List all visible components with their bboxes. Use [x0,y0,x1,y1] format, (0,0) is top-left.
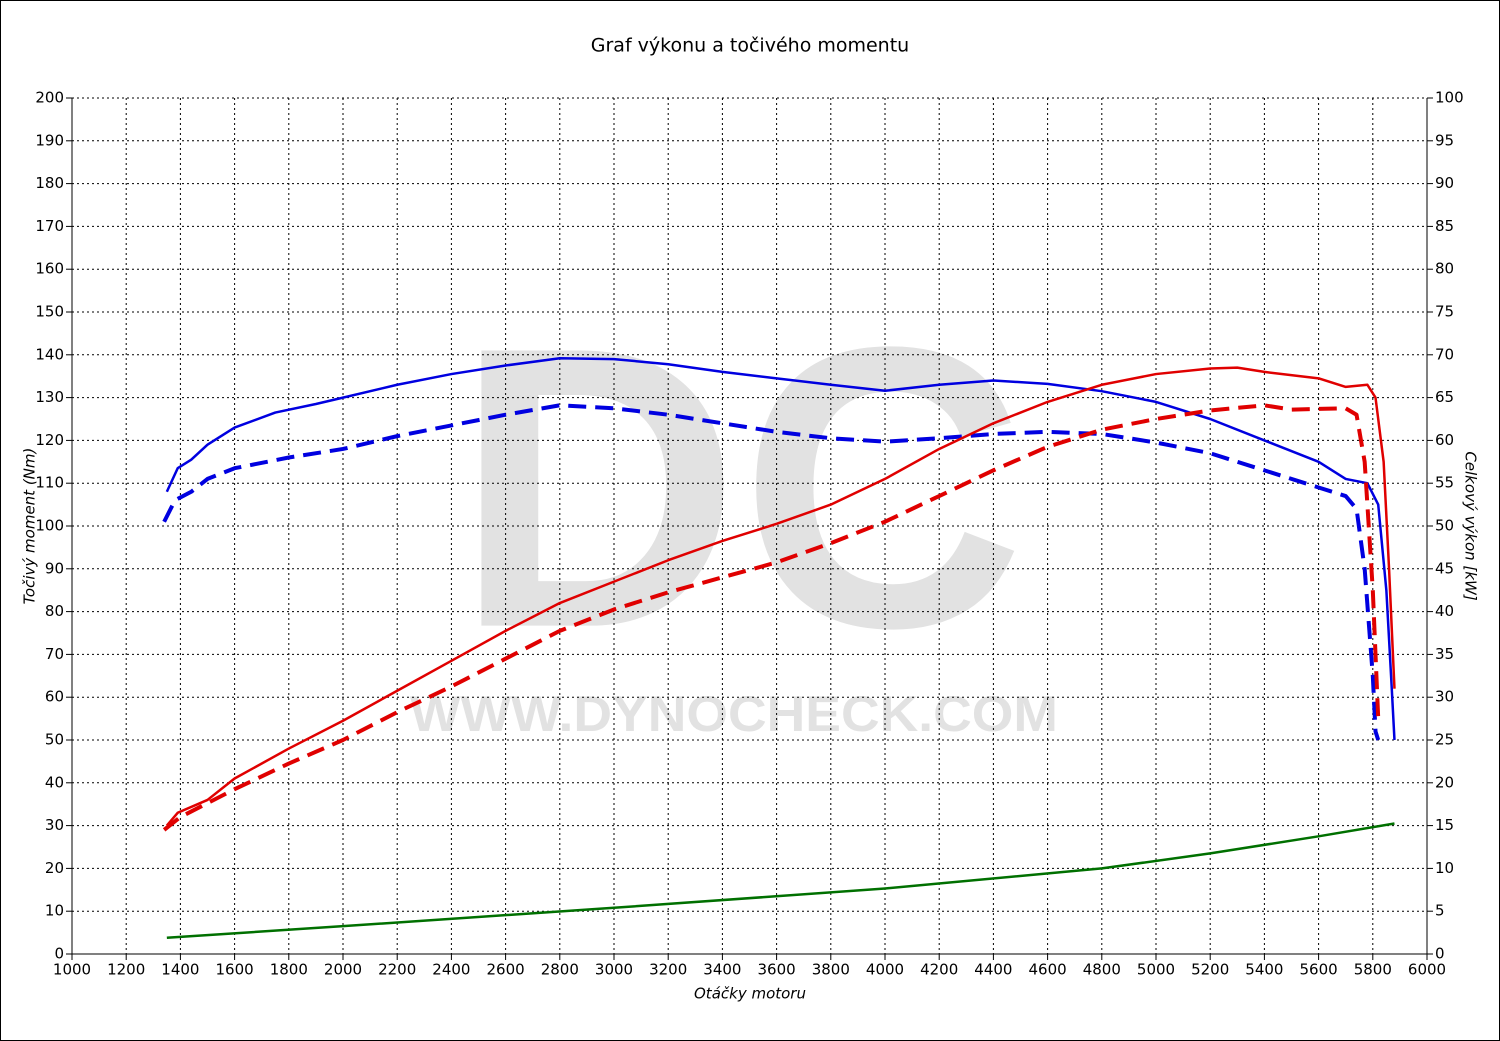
x-tick-label: 5800 [1354,961,1392,979]
watermark-url: WWW.DYNOCHECK.COM [410,686,1058,742]
x-tick-label: 2400 [432,961,470,979]
y-tick-label: 30 [45,816,64,834]
x-tick-label: 2600 [487,961,525,979]
y-tick-label: 170 [35,217,64,235]
x-tick-label: 2200 [378,961,416,979]
y-tick-label: 90 [45,559,64,577]
x-tick-label: 4800 [1083,961,1121,979]
y2-tick-label: 45 [1435,559,1454,577]
x-tick-label: 3800 [812,961,850,979]
y2-tick-label: 10 [1435,859,1454,877]
y2-tick-label: 35 [1435,645,1454,663]
y2-tick-label: 0 [1435,945,1445,963]
x-tick-label: 4200 [920,961,958,979]
x-axis-label: Otáčky motoru [694,985,806,1003]
y2-tick-label: 90 [1435,174,1454,192]
y2-tick-label: 20 [1435,773,1454,791]
x-tick-label: 1200 [107,961,145,979]
x-tick-label: 5200 [1191,961,1229,979]
y-tick-label: 60 [45,688,64,706]
y-tick-label: 100 [35,517,64,535]
y-tick-label: 50 [45,731,64,749]
y2-tick-label: 30 [1435,688,1454,706]
y2-tick-label: 60 [1435,431,1454,449]
y2-tick-label: 15 [1435,816,1454,834]
x-tick-label: 1000 [53,961,91,979]
x-tick-label: 2800 [541,961,579,979]
chart-title: Graf výkonu a točivého momentu [591,35,909,57]
y-tick-label: 200 [35,89,64,107]
y-tick-label: 0 [54,945,64,963]
y-axis-label: Točivý moment (Nm) [21,448,39,605]
y-tick-label: 150 [35,303,64,321]
y2-tick-label: 80 [1435,260,1454,278]
x-tick-label: 6000 [1408,961,1446,979]
y-tick-label: 120 [35,431,64,449]
y2-tick-label: 50 [1435,517,1454,535]
x-tick-label: 5000 [1137,961,1175,979]
x-tick-label: 1800 [270,961,308,979]
y-tick-label: 190 [35,131,64,149]
y2-tick-label: 100 [1435,89,1464,107]
y-tick-label: 160 [35,260,64,278]
x-tick-label: 3000 [595,961,633,979]
y2-tick-label: 75 [1435,303,1454,321]
x-tick-label: 2000 [324,961,362,979]
y2-tick-label: 25 [1435,731,1454,749]
y-tick-label: 110 [35,474,64,492]
x-tick-label: 3600 [758,961,796,979]
y-tick-label: 70 [45,645,64,663]
y2-tick-label: 40 [1435,602,1454,620]
x-tick-label: 3200 [649,961,687,979]
y2-tick-label: 55 [1435,474,1454,492]
y-tick-label: 130 [35,388,64,406]
y-tick-label: 80 [45,602,64,620]
x-tick-label: 1400 [161,961,199,979]
series-line [162,403,1381,832]
series-line [165,366,1396,827]
series-line [162,403,1381,741]
x-tick-label: 1600 [216,961,254,979]
x-tick-label: 5600 [1300,961,1338,979]
y2-tick-label: 85 [1435,217,1454,235]
y-tick-label: 40 [45,773,64,791]
y2-tick-label: 65 [1435,388,1454,406]
y2-tick-label: 5 [1435,902,1445,920]
y-tick-label: 180 [35,174,64,192]
y2-tick-label: 95 [1435,131,1454,149]
y-tick-label: 140 [35,345,64,363]
series-line [166,822,1395,939]
x-tick-label: 4600 [1029,961,1067,979]
y2-tick-label: 70 [1435,345,1454,363]
x-tick-label: 5400 [1245,961,1283,979]
y-tick-label: 10 [45,902,64,920]
y2-axis-label: Celkový výkon [kW] [1462,451,1480,601]
x-tick-label: 3400 [703,961,741,979]
x-tick-label: 4400 [974,961,1012,979]
y-tick-label: 20 [45,859,64,877]
x-tick-label: 4000 [866,961,904,979]
series-line [165,356,1396,741]
